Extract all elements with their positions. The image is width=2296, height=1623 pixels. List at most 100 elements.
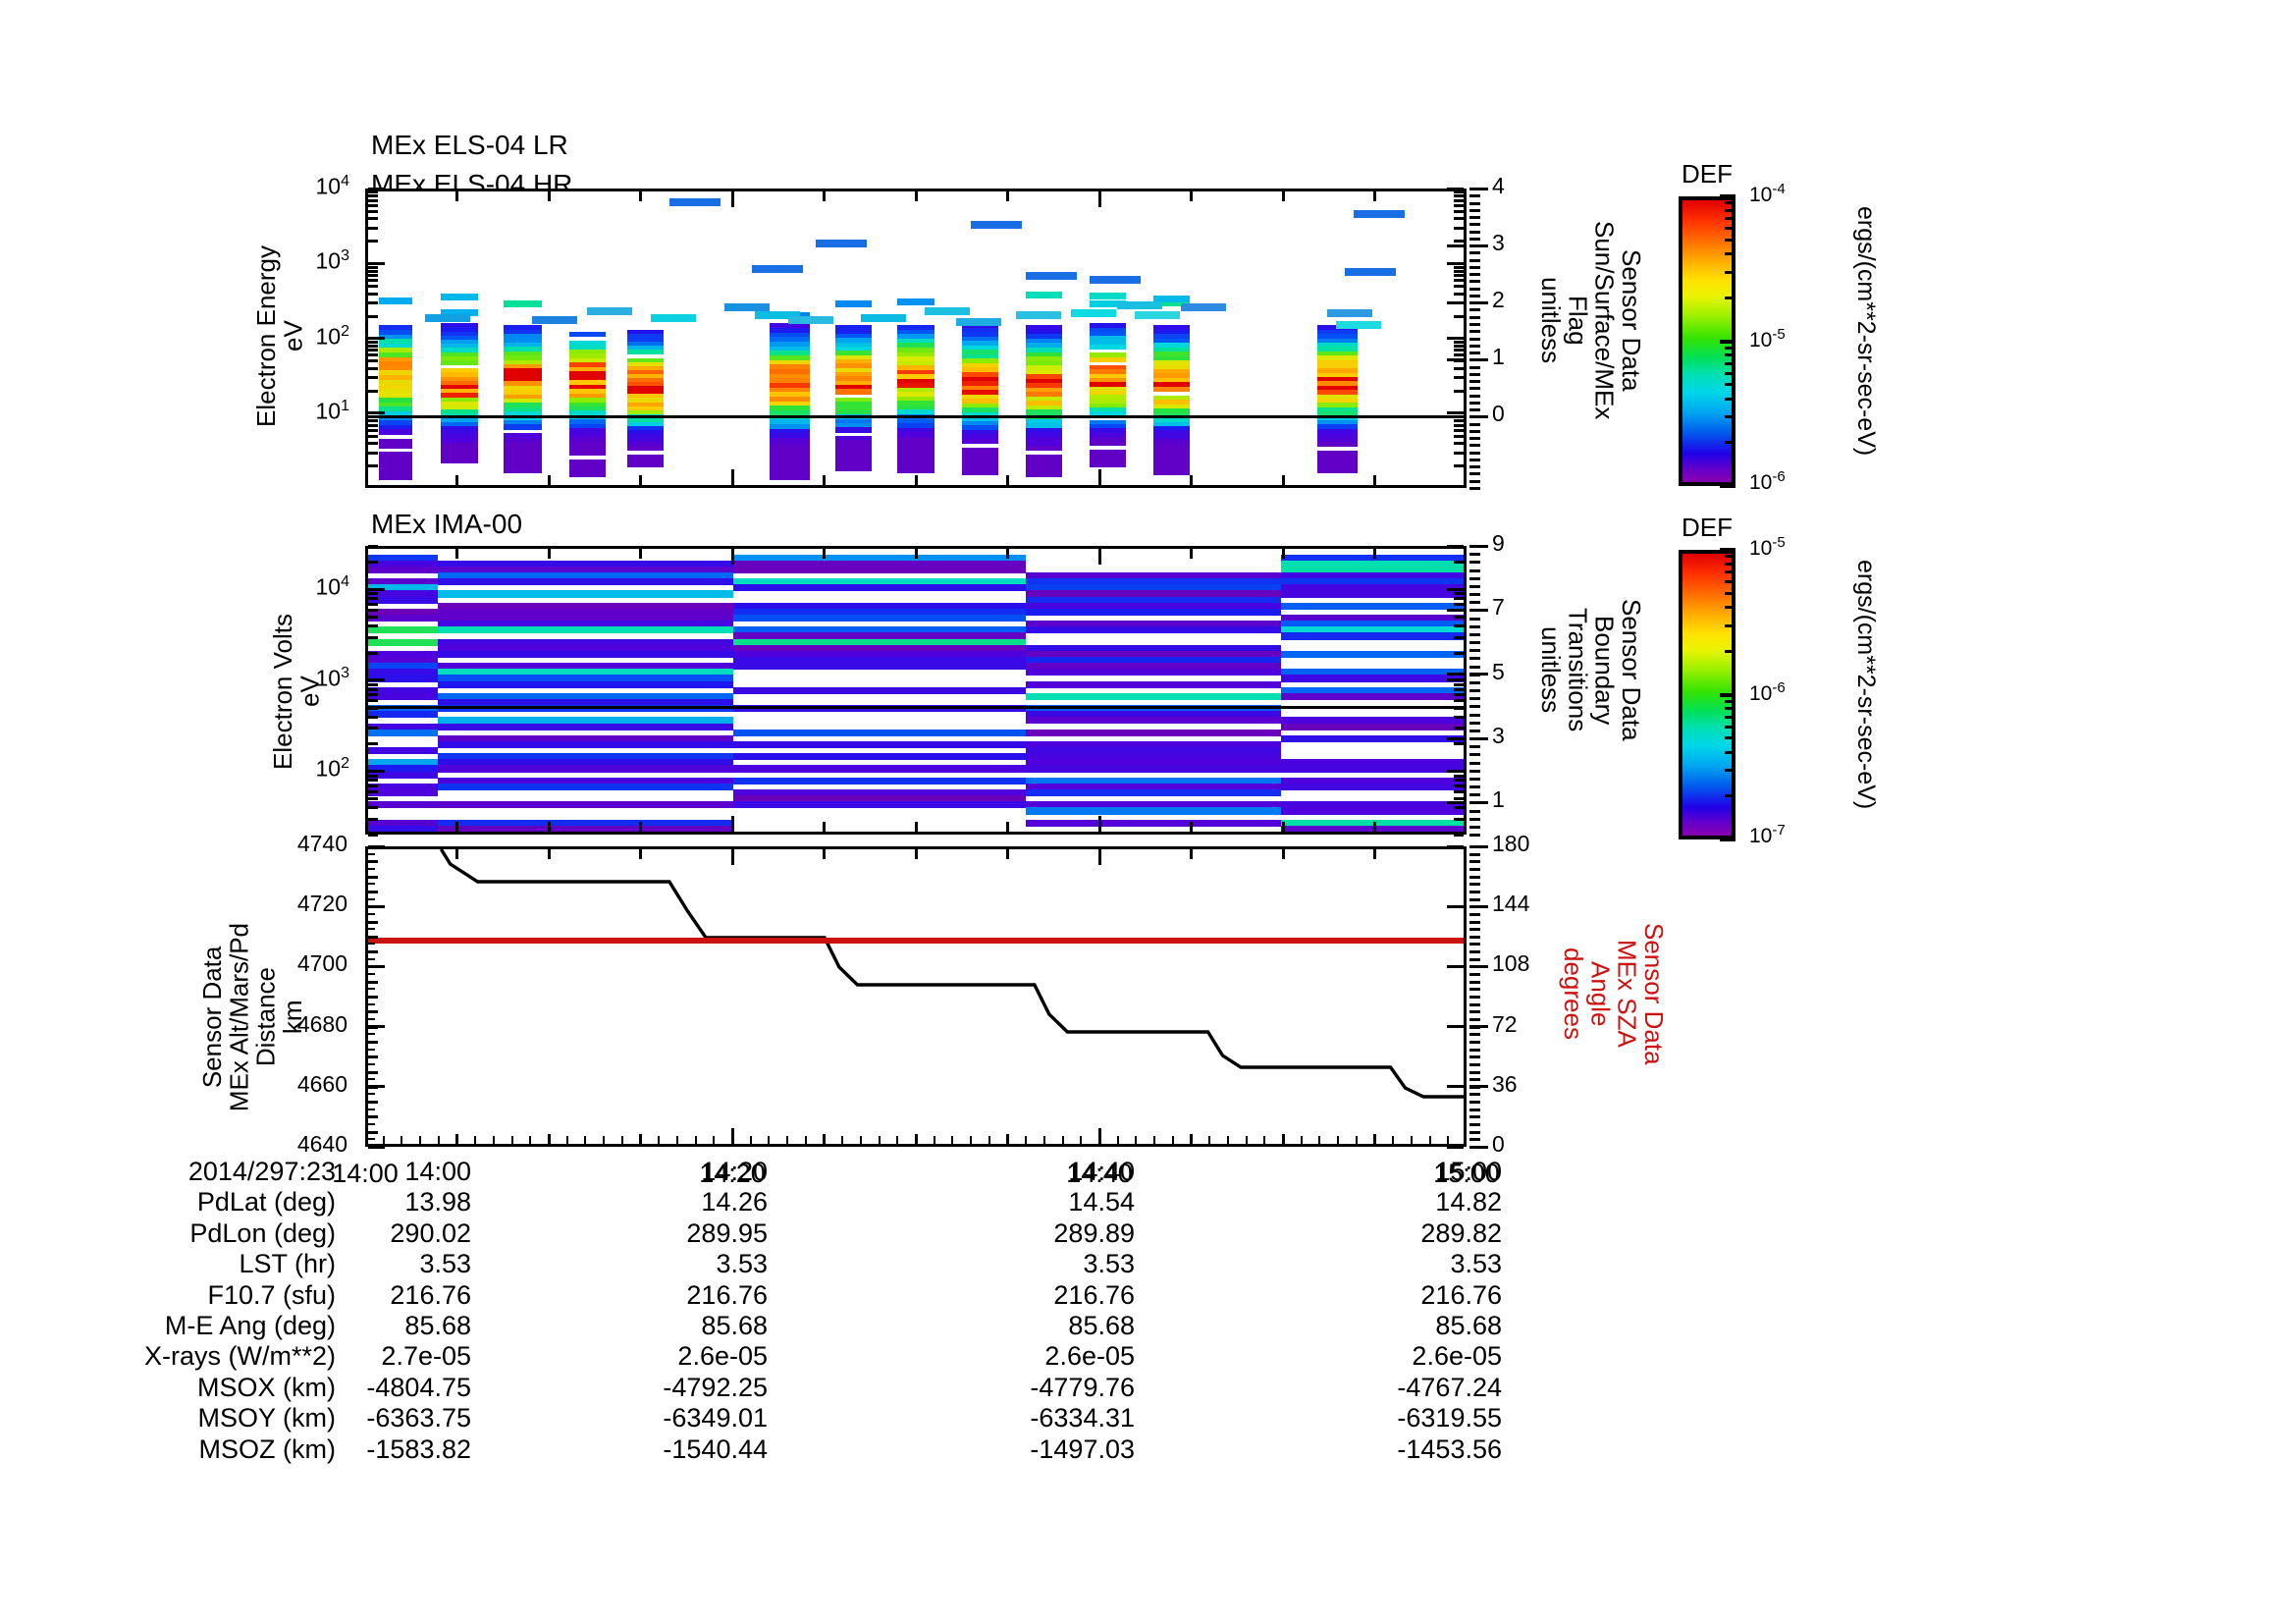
spectrogram-cell[interactable]: [503, 381, 542, 387]
spectrogram-cell[interactable]: [835, 440, 873, 446]
spectrogram-cell[interactable]: [379, 343, 412, 350]
spectrogram-cell[interactable]: [1281, 560, 1464, 568]
y-tick-label[interactable]: 102: [315, 755, 350, 782]
spectrogram-cell[interactable]: [368, 554, 438, 562]
spectrogram-cell[interactable]: [379, 420, 412, 426]
right-minor-tick[interactable]: [1469, 258, 1480, 262]
spectrogram-cell[interactable]: [627, 454, 665, 460]
y-minor-tick[interactable]: [368, 285, 378, 289]
x-tick[interactable]: [547, 1134, 551, 1144]
colorbar-title[interactable]: DEF: [1682, 513, 1733, 542]
x-tick-top[interactable]: [1006, 549, 1009, 559]
table-cell[interactable]: 3.53: [419, 1249, 471, 1279]
y-minor-tick[interactable]: [1454, 428, 1464, 432]
colorbar-major-tick[interactable]: [1720, 838, 1735, 841]
spectrogram-cell[interactable]: [568, 432, 606, 439]
spectrogram-cell[interactable]: [770, 373, 811, 380]
right-tick-label[interactable]: 0: [1492, 401, 1505, 427]
spectrogram-cell[interactable]: [897, 427, 934, 434]
spectrogram-cell[interactable]: [568, 353, 606, 359]
spectrogram-cell[interactable]: [733, 656, 1026, 665]
right-minor-tick[interactable]: [1469, 265, 1480, 269]
spectrogram-cell[interactable]: [770, 364, 811, 370]
spectrogram-cell[interactable]: [1152, 465, 1190, 471]
spectrogram-cell[interactable]: [627, 329, 665, 335]
right-minor-tick[interactable]: [1469, 352, 1480, 355]
colorbar-max-label[interactable]: 10-5: [1749, 534, 1786, 560]
table-cell[interactable]: 216.76: [686, 1279, 768, 1310]
spectrogram-cell[interactable]: [897, 392, 934, 398]
y-minor-tick[interactable]: [368, 928, 375, 931]
spectrogram-cell[interactable]: [627, 382, 665, 388]
spectrogram-cell[interactable]: [1025, 369, 1062, 376]
y-minor-tick[interactable]: [1454, 687, 1464, 691]
spectrogram-cell[interactable]: [1025, 427, 1062, 434]
x-tick[interactable]: [455, 822, 458, 832]
table-cell[interactable]: 2.6e-05: [1044, 1341, 1135, 1372]
spectrogram-cell[interactable]: [961, 367, 998, 373]
spectrogram-cell[interactable]: [770, 433, 811, 439]
spectrogram-cell[interactable]: [1152, 469, 1190, 475]
right-minor-tick[interactable]: [1469, 729, 1480, 732]
right-minor-tick[interactable]: [1469, 1093, 1480, 1097]
spectrogram-cell[interactable]: [835, 380, 873, 386]
spectrogram-cell[interactable]: [1089, 352, 1126, 358]
spectrogram-cell[interactable]: [568, 332, 606, 338]
right-minor-tick[interactable]: [1469, 315, 1480, 319]
spectrogram-cell[interactable]: [733, 765, 1026, 773]
y-minor-tick[interactable]: [368, 279, 378, 283]
spectrogram-cell[interactable]: [1281, 783, 1464, 791]
spectrogram-cell[interactable]: [1281, 801, 1464, 809]
spectrogram-cell[interactable]: [835, 334, 873, 340]
x-tick-label[interactable]: 14:00: [332, 1159, 399, 1188]
spectrogram-cell[interactable]: [1152, 296, 1190, 303]
spectrogram-cell[interactable]: [368, 590, 438, 598]
right-major-tick-out[interactable]: [1469, 414, 1488, 418]
spectrogram-cell[interactable]: [627, 346, 665, 352]
right-tick-label[interactable]: 144: [1492, 891, 1530, 917]
y-tick-label[interactable]: 104: [315, 173, 350, 199]
x-minor-tick[interactable]: [1171, 1136, 1174, 1144]
spectrogram-cell[interactable]: [1025, 334, 1062, 340]
spectrogram-cell[interactable]: [368, 711, 438, 719]
spectrogram-cell[interactable]: [1025, 329, 1062, 336]
right-minor-tick[interactable]: [1469, 208, 1480, 212]
spectrogram-cell[interactable]: [441, 425, 478, 431]
colorbar-minor-tick[interactable]: [1725, 693, 1735, 696]
spectrogram-cell[interactable]: [441, 331, 478, 337]
spectrogram-cell[interactable]: [1317, 455, 1359, 460]
y-minor-tick[interactable]: [368, 464, 378, 468]
y-minor-tick[interactable]: [368, 852, 375, 855]
spectrogram-cell[interactable]: [441, 417, 478, 423]
spectrogram-cell[interactable]: [368, 608, 438, 616]
spectrogram-cell[interactable]: [379, 334, 412, 341]
table-cell[interactable]: 14:20: [701, 1157, 768, 1186]
spectrogram-cell[interactable]: [379, 429, 412, 435]
spectrogram-cell[interactable]: [1152, 408, 1190, 414]
colorbar-minor-tick[interactable]: [1725, 340, 1735, 343]
right-major-tick-out[interactable]: [1469, 1025, 1488, 1029]
spectrogram-cell[interactable]: [568, 459, 606, 464]
spectrogram-cell[interactable]: [961, 341, 998, 347]
spectrogram-cell[interactable]: [1152, 404, 1190, 410]
colorbar-minor-tick[interactable]: [1725, 252, 1735, 256]
y-minor-tick[interactable]: [368, 687, 378, 691]
spectrogram-cell[interactable]: [437, 644, 733, 652]
x-minor-tick[interactable]: [474, 1136, 477, 1144]
spectrogram-cell[interactable]: [770, 337, 811, 343]
spectrogram-cell[interactable]: [961, 381, 998, 387]
spectrogram-cell[interactable]: [1152, 343, 1190, 349]
y-minor-tick[interactable]: [368, 682, 378, 686]
spectrogram-cell[interactable]: [1281, 566, 1464, 574]
y-minor-tick[interactable]: [368, 608, 378, 612]
spectrogram-cell[interactable]: [770, 332, 811, 339]
spectrogram-cell[interactable]: [961, 416, 998, 422]
spectrogram-cell[interactable]: [961, 385, 998, 391]
spectrogram-cell[interactable]: [770, 382, 811, 389]
spectrogram-cell[interactable]: [568, 410, 606, 416]
right-minor-tick[interactable]: [1469, 294, 1480, 298]
spectrogram-cell[interactable]: [1152, 373, 1190, 379]
spectrogram-cell[interactable]: [1025, 650, 1281, 658]
spectrogram-mark[interactable]: [955, 317, 1001, 326]
spectrogram-mark[interactable]: [1326, 308, 1372, 317]
